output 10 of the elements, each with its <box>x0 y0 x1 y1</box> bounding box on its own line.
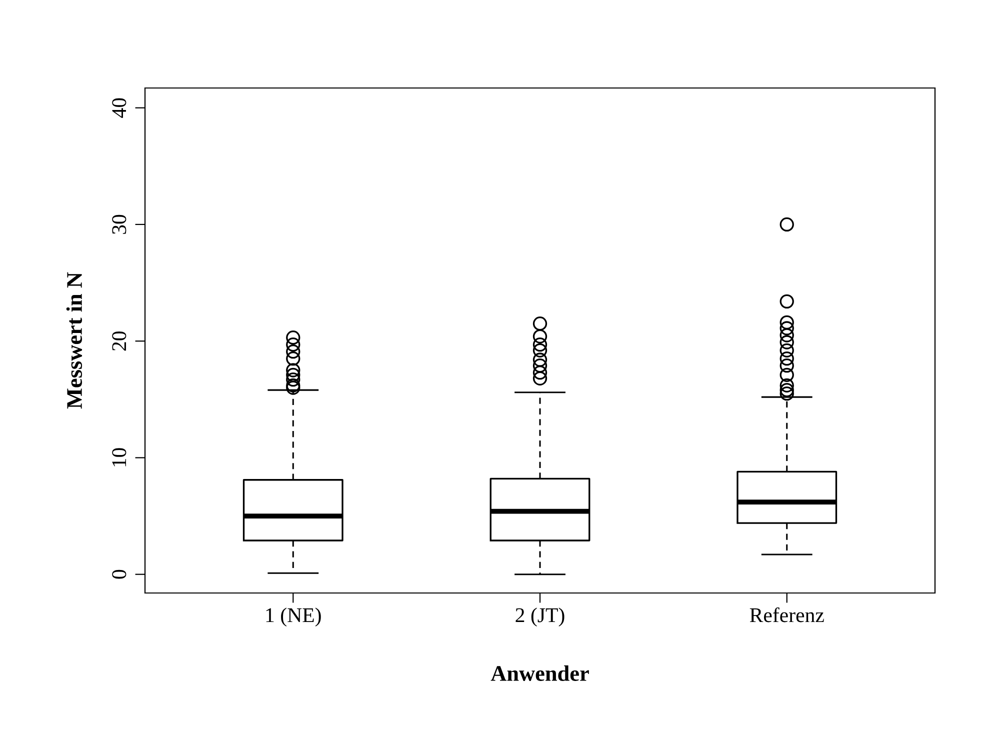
y-tick-label: 30 <box>112 214 126 234</box>
x-axis-title: Anwender <box>490 665 589 682</box>
x-tick-label: Referenz <box>750 607 824 622</box>
y-tick-label: 20 <box>112 331 126 351</box>
y-tick-label: 40 <box>112 98 126 118</box>
y-tick-label: 0 <box>112 570 126 579</box>
x-tick-label: 2 (JT) <box>516 608 564 626</box>
y-tick-label: 10 <box>112 448 126 466</box>
y-axis-title: Messwert in N <box>66 272 82 409</box>
x-tick-label: 1 (NE) <box>266 608 321 626</box>
